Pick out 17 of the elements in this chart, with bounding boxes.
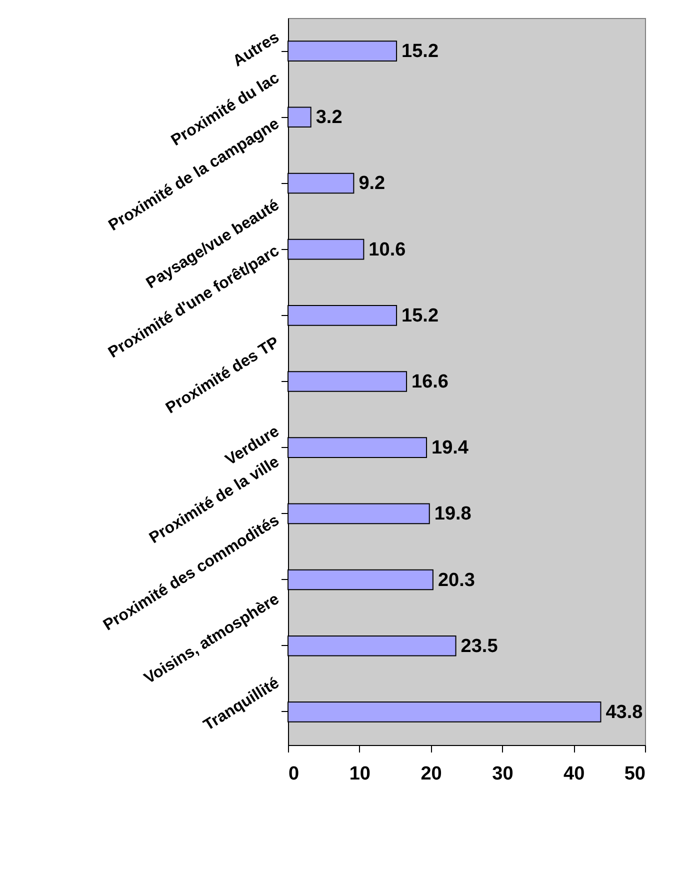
x-tick-label: 20 (420, 764, 442, 784)
x-tick-label: 0 (288, 764, 300, 784)
data-label: 23.5 (460, 636, 498, 657)
x-tick-label: 50 (624, 764, 646, 784)
data-label: 20.3 (438, 570, 475, 591)
data-label: 15.2 (402, 41, 439, 62)
data-label: 15.2 (402, 305, 439, 326)
data-label: 19.4 (432, 438, 469, 459)
x-tick-label: 40 (564, 764, 585, 784)
data-label: 3.2 (316, 107, 342, 128)
data-label: 19.8 (434, 504, 472, 525)
data-label: 9.2 (358, 173, 386, 194)
data-label: 10.6 (368, 239, 406, 260)
data-label: 16.6 (412, 372, 449, 392)
data-label: 43.8 (606, 702, 643, 723)
x-tick-label: 10 (349, 764, 370, 784)
x-tick-label: 30 (492, 764, 514, 784)
